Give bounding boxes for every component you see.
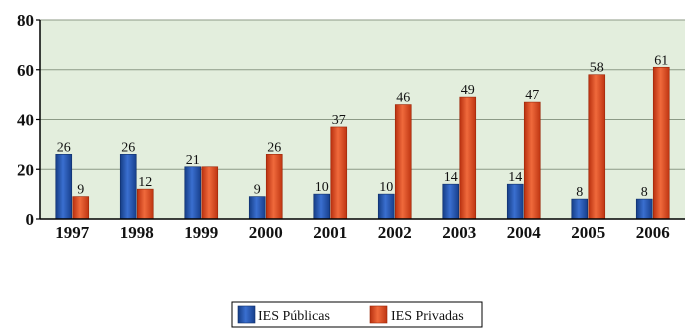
bar-privadas-2004 [523,101,541,220]
data-label: 8 [576,185,583,200]
y-tick-label: 40 [17,111,34,130]
bar-privadas-2001 [330,126,348,220]
bar-publicas-1998 [119,154,137,220]
bar-privadas-2005 [588,74,606,220]
bar-publicas-2003 [442,183,460,220]
x-tick-label: 2000 [249,223,283,242]
legend-swatch-publicas [237,305,256,324]
x-tick-label: 2004 [507,223,542,242]
x-tick-label: 2006 [636,223,670,242]
data-label: 10 [379,180,393,195]
y-tick-label: 60 [17,61,34,80]
legend: IES Públicas IES Privadas [231,301,483,328]
bar-privadas-2002 [394,104,412,220]
data-label: 47 [525,88,539,103]
bar-publicas-2000 [248,196,266,220]
bar-privadas-2003 [459,96,477,220]
x-axis-ticks: 1997 1998 1999 2000 2001 2002 2003 2004 2005 2006 [55,223,670,242]
data-label: 8 [641,185,648,200]
bar-publicas-1999 [184,166,202,220]
bar-privadas-2000 [265,154,283,220]
x-tick-label: 2005 [571,223,605,242]
data-label: 9 [77,183,84,198]
data-label: 26 [267,140,281,155]
data-label: 26 [121,140,135,155]
bar-privadas-1998 [136,188,154,220]
data-label: 9 [254,183,261,198]
x-tick-label: 1998 [120,223,154,242]
data-label: 49 [461,83,475,98]
bar-privadas-1997 [72,196,90,220]
y-axis-ticks: 0 20 40 60 80 [17,11,40,229]
bar-privadas-1999 [201,166,219,220]
x-tick-label: 2001 [313,223,347,242]
data-label: 14 [508,170,522,185]
gridlines [40,19,685,170]
x-tick-label: 1999 [184,223,218,242]
data-label: 37 [332,113,346,128]
data-labels: 26 9 26 12 21 9 26 10 37 10 46 14 49 14 47 8 58 8 61 [57,53,669,200]
x-tick-label: 2003 [442,223,476,242]
bar-publicas-2002 [377,193,395,220]
bar-publicas-2004 [506,183,524,220]
data-label: 12 [138,175,152,190]
data-label: 21 [186,153,200,168]
legend-box [231,301,483,328]
data-label: 26 [57,140,71,155]
legend-label-privadas: IES Privadas [391,309,464,324]
data-label: 14 [444,170,458,185]
data-label: 10 [315,180,329,195]
bar-publicas-2005 [571,198,589,220]
x-tick-label: 2002 [378,223,412,242]
bar-privadas-2006 [652,66,670,220]
legend-swatch-privadas [369,305,388,324]
y-tick-label: 0 [26,210,35,229]
y-tick-label: 20 [17,160,34,179]
bar-publicas-2006 [635,198,653,220]
bars [55,66,670,220]
bar-publicas-2001 [313,193,331,220]
data-label: 46 [396,91,410,106]
y-tick-label: 80 [17,11,34,30]
bar-publicas-1997 [55,154,73,220]
legend-label-publicas: IES Públicas [258,309,330,324]
x-tick-label: 1997 [55,223,90,242]
data-label: 61 [654,53,668,68]
data-label: 58 [590,61,604,76]
